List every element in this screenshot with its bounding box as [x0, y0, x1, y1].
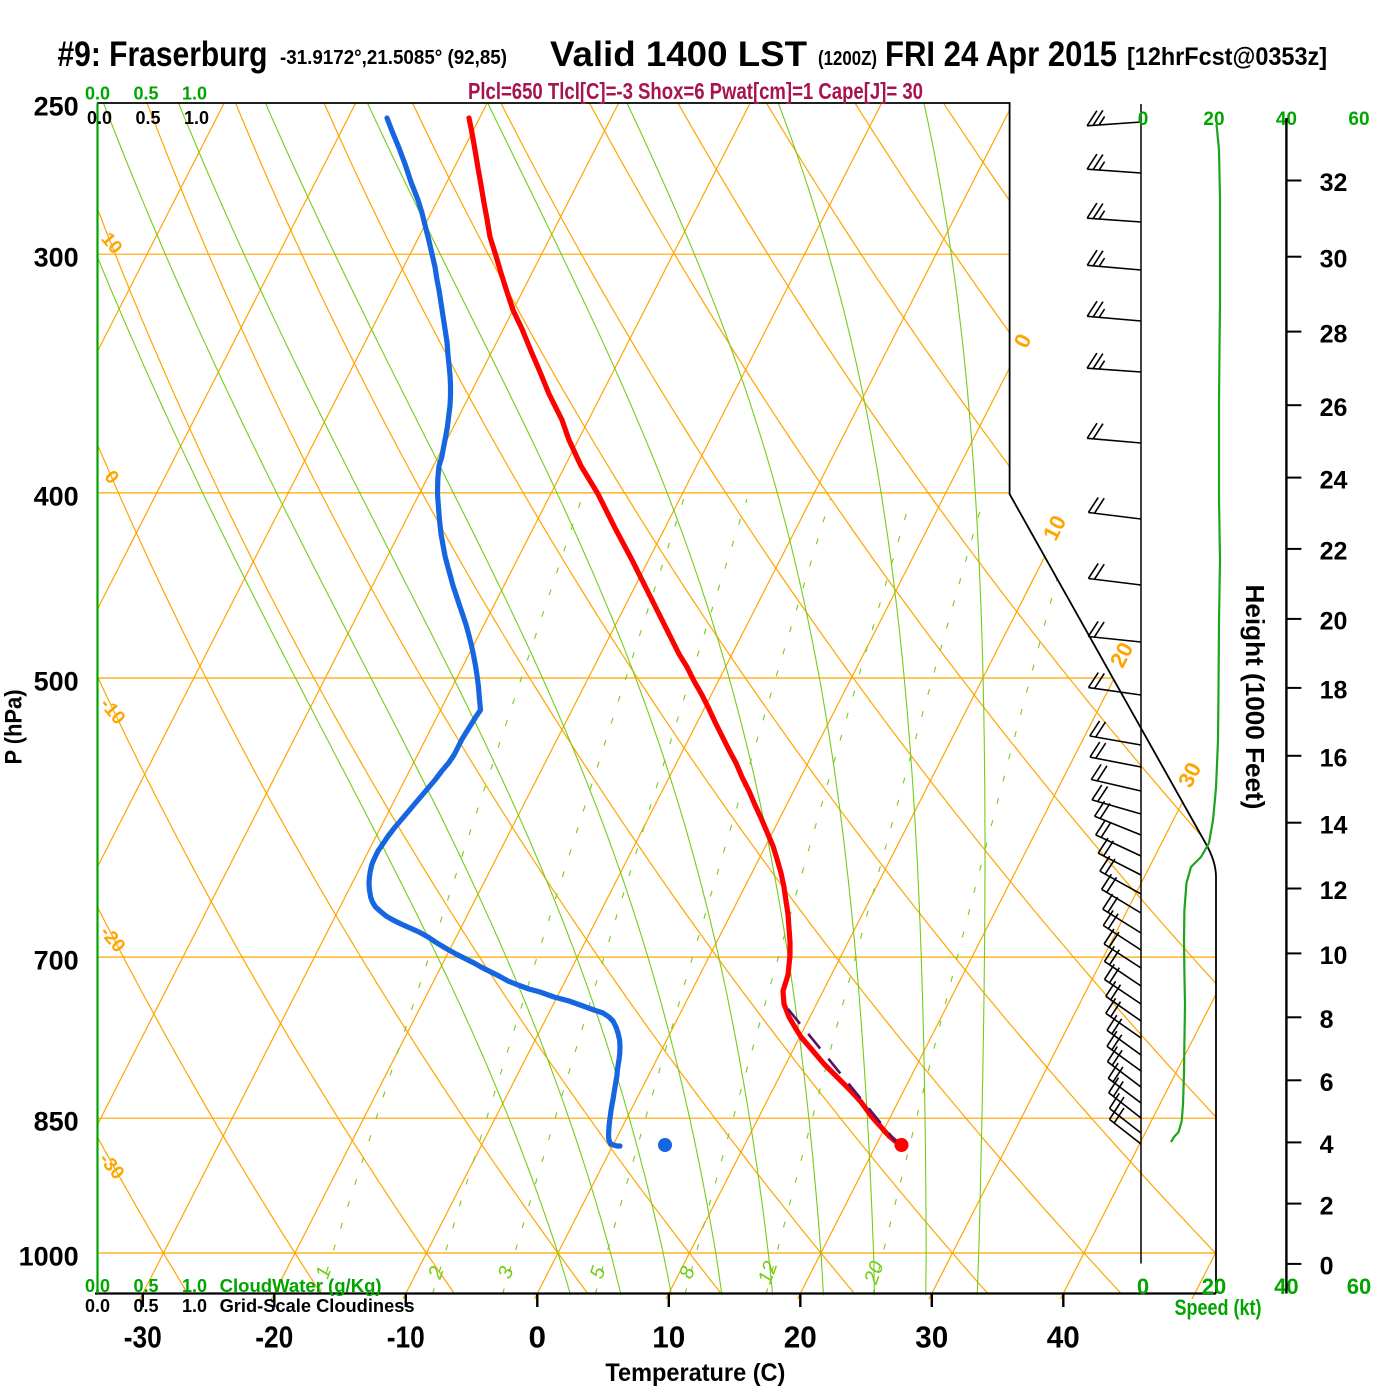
svg-text:#9: Fraserburg: #9: Fraserburg: [58, 35, 268, 74]
svg-text:0.0: 0.0: [87, 108, 112, 128]
svg-text:4: 4: [1320, 1131, 1334, 1159]
svg-text:Plcl=650 Tlcl[C]=-3 Shox=6 Pwa: Plcl=650 Tlcl[C]=-3 Shox=6 Pwat[cm]=1 Ca…: [468, 78, 923, 104]
svg-text:20: 20: [784, 1320, 817, 1355]
svg-text:1000: 1000: [19, 1242, 79, 1272]
svg-text:12: 12: [1320, 877, 1348, 905]
svg-text:22: 22: [1320, 538, 1348, 566]
svg-text:0.0: 0.0: [85, 1276, 110, 1296]
svg-text:700: 700: [34, 946, 79, 976]
svg-text:1.0: 1.0: [182, 1296, 207, 1316]
svg-text:0.5: 0.5: [135, 108, 160, 128]
svg-text:6: 6: [1320, 1069, 1334, 1097]
svg-text:Speed (kt): Speed (kt): [1175, 1295, 1262, 1320]
svg-text:0: 0: [1320, 1253, 1334, 1281]
svg-text:2: 2: [1320, 1192, 1334, 1220]
svg-text:850: 850: [34, 1107, 79, 1137]
svg-text:40: 40: [1047, 1320, 1080, 1355]
svg-text:28: 28: [1320, 320, 1348, 348]
svg-text:0.0: 0.0: [85, 83, 110, 103]
svg-text:32: 32: [1320, 169, 1348, 197]
svg-text:(1200Z): (1200Z): [818, 48, 877, 70]
svg-text:400: 400: [34, 481, 79, 511]
svg-text:-10: -10: [387, 1320, 425, 1355]
svg-text:Height (1000 Feet): Height (1000 Feet): [1240, 585, 1270, 810]
svg-text:0.5: 0.5: [133, 83, 158, 103]
svg-text:250: 250: [34, 92, 79, 122]
svg-text:Grid-Scale Cloudiness: Grid-Scale Cloudiness: [220, 1296, 415, 1316]
svg-text:24: 24: [1320, 466, 1348, 494]
svg-text:-30: -30: [124, 1320, 162, 1355]
svg-text:Temperature (C): Temperature (C): [605, 1359, 785, 1387]
svg-text:1.0: 1.0: [182, 83, 207, 103]
svg-text:1.0: 1.0: [182, 1276, 207, 1296]
svg-text:30: 30: [1320, 245, 1348, 273]
svg-text:-31.9172°,21.5085° (92,85): -31.9172°,21.5085° (92,85): [280, 47, 507, 69]
svg-text:0: 0: [1137, 1274, 1149, 1299]
svg-text:60: 60: [1348, 109, 1369, 130]
svg-text:[12hrFcst@0353z]: [12hrFcst@0353z]: [1127, 43, 1327, 71]
svg-text:20: 20: [1320, 608, 1348, 636]
svg-text:CloudWater (g/Kg): CloudWater (g/Kg): [220, 1276, 382, 1296]
svg-text:8: 8: [1320, 1006, 1334, 1034]
svg-text:30: 30: [915, 1320, 948, 1355]
svg-text:0: 0: [529, 1320, 547, 1355]
svg-text:10: 10: [1320, 942, 1348, 970]
svg-text:500: 500: [34, 667, 79, 697]
svg-text:60: 60: [1347, 1274, 1371, 1299]
svg-text:16: 16: [1320, 745, 1348, 773]
svg-text:14: 14: [1320, 811, 1348, 839]
svg-text:26: 26: [1320, 394, 1348, 422]
svg-text:0.5: 0.5: [133, 1296, 158, 1316]
svg-text:0.5: 0.5: [133, 1276, 158, 1296]
svg-text:Valid 1400 LST: Valid 1400 LST: [550, 35, 807, 74]
svg-text:18: 18: [1320, 677, 1348, 705]
svg-text:20: 20: [1203, 109, 1224, 130]
svg-text:FRI 24 Apr 2015: FRI 24 Apr 2015: [885, 35, 1117, 74]
svg-text:0.0: 0.0: [85, 1296, 110, 1316]
svg-text:P (hPa): P (hPa): [1, 690, 28, 765]
svg-text:10: 10: [652, 1320, 685, 1355]
svg-text:0: 0: [1138, 109, 1149, 130]
svg-text:-20: -20: [255, 1320, 293, 1355]
svg-text:20: 20: [1202, 1274, 1226, 1299]
svg-text:1.0: 1.0: [184, 108, 209, 128]
svg-text:300: 300: [34, 243, 79, 273]
